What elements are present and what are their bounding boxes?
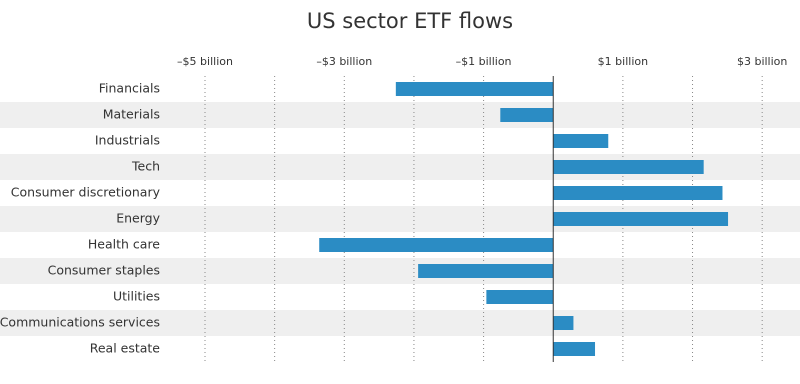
bar <box>486 290 554 304</box>
row-stripe <box>0 258 800 284</box>
category-label: Energy <box>116 211 160 226</box>
bar <box>418 264 554 278</box>
category-label: Materials <box>103 107 160 122</box>
bar <box>553 160 704 174</box>
category-label: Real estate <box>90 341 161 356</box>
category-label: Health care <box>88 237 160 252</box>
bar <box>553 342 596 356</box>
category-label: Communications services <box>0 315 160 330</box>
x-tick-label: $1 billion <box>598 55 648 68</box>
row-stripe <box>0 102 800 128</box>
category-label: Industrials <box>95 133 160 148</box>
category-label: Financials <box>99 81 160 96</box>
bar <box>500 108 554 122</box>
category-label: Consumer discretionary <box>11 185 161 200</box>
row-stripe <box>0 310 800 336</box>
bar <box>319 238 554 252</box>
x-tick-label: –$1 billion <box>456 55 512 68</box>
category-label: Utilities <box>113 289 160 304</box>
category-label: Consumer staples <box>48 263 160 278</box>
bar <box>553 316 574 330</box>
x-tick-label: –$5 billion <box>177 55 233 68</box>
x-tick-label: –$3 billion <box>316 55 372 68</box>
chart-title: US sector ETF flows <box>307 9 513 33</box>
bar <box>553 186 723 200</box>
category-label: Tech <box>131 159 160 174</box>
bar <box>553 212 729 226</box>
x-tick-label: $3 billion <box>737 55 787 68</box>
bar <box>395 82 554 96</box>
bar <box>553 134 609 148</box>
